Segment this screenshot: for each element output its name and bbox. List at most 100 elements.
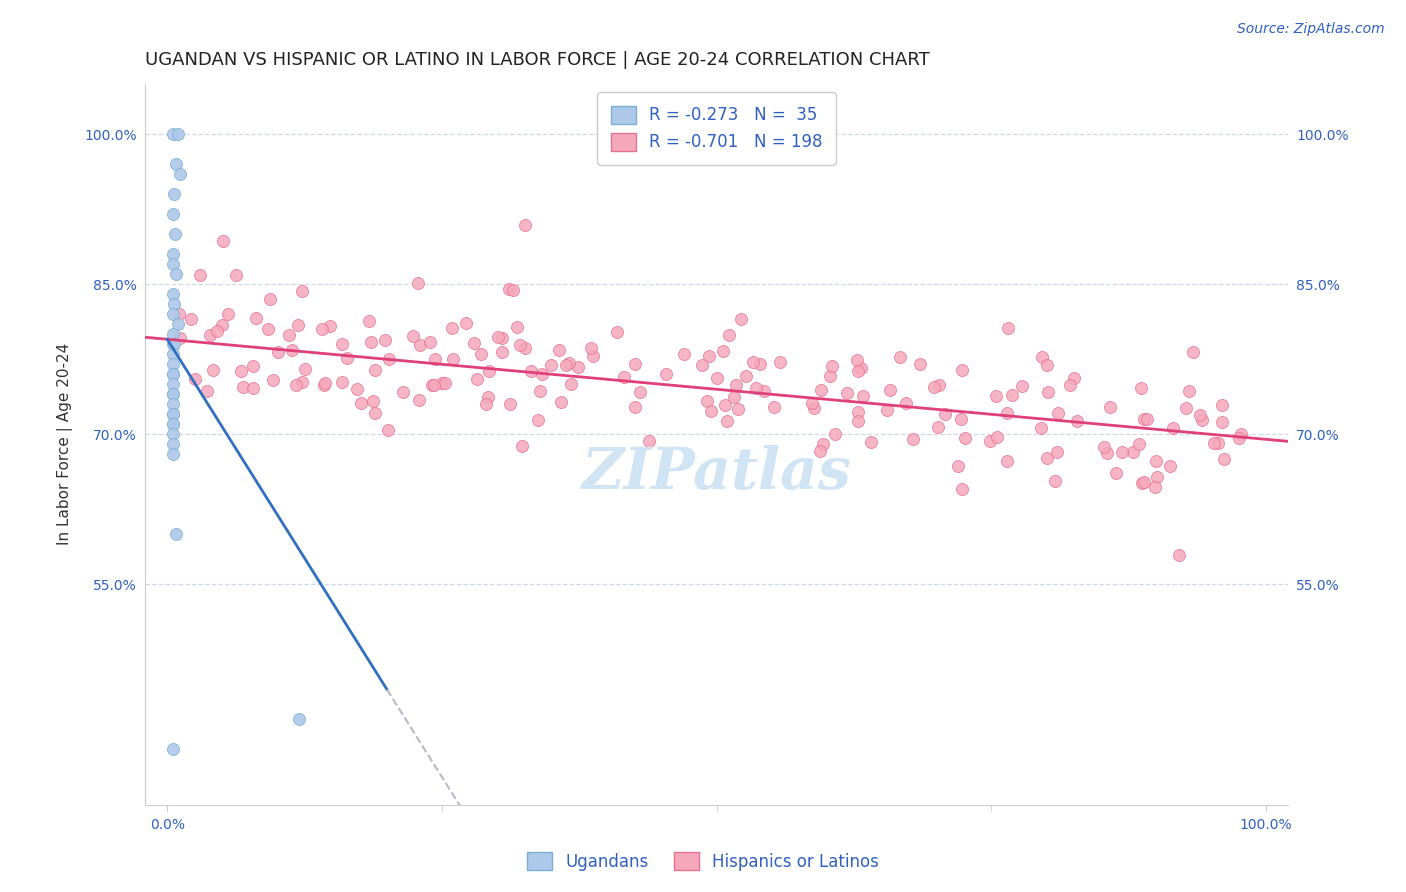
Point [502, 283, 524, 297]
Point [259, 292, 281, 306]
Point [1132, 412, 1154, 426]
Point [470, 347, 492, 361]
Point [995, 406, 1018, 420]
Point [162, 127, 184, 141]
Point [547, 343, 569, 358]
Point [162, 327, 184, 342]
Point [749, 358, 772, 372]
Point [512, 439, 534, 453]
Point [330, 337, 353, 351]
Point [188, 268, 211, 282]
Point [1175, 401, 1198, 416]
Point [1191, 413, 1213, 427]
Point [950, 363, 973, 377]
Point [1132, 475, 1154, 489]
Point [1188, 408, 1211, 422]
Point [851, 360, 873, 375]
Point [1031, 350, 1053, 364]
Point [475, 396, 498, 410]
Point [163, 187, 186, 202]
Point [420, 377, 443, 392]
Point [498, 282, 520, 296]
Point [1211, 415, 1233, 429]
Point [311, 322, 333, 336]
Point [225, 268, 247, 282]
Point [1092, 441, 1115, 455]
Point [330, 376, 353, 390]
Point [363, 363, 385, 377]
Point [359, 314, 381, 328]
Point [167, 318, 190, 332]
Point [217, 307, 239, 321]
Point [1143, 480, 1166, 494]
Point [423, 378, 446, 392]
Point [1066, 414, 1088, 428]
Point [163, 227, 186, 242]
Point [1111, 445, 1133, 459]
Point [1213, 452, 1236, 467]
Point [723, 390, 745, 404]
Point [162, 247, 184, 261]
Point [824, 426, 846, 441]
Point [810, 383, 832, 397]
Point [762, 400, 785, 414]
Point [560, 377, 582, 392]
Point [1036, 385, 1059, 400]
Point [165, 157, 187, 171]
Point [408, 392, 430, 407]
Point [232, 380, 254, 394]
Point [995, 454, 1018, 468]
Point [735, 369, 758, 384]
Point [162, 387, 184, 401]
Point [167, 307, 190, 321]
Point [314, 376, 336, 390]
Point [1159, 459, 1181, 474]
Point [180, 311, 202, 326]
Point [1122, 445, 1144, 459]
Point [163, 297, 186, 311]
Point [706, 370, 728, 384]
Point [846, 364, 869, 378]
Point [530, 367, 553, 381]
Point [1182, 344, 1205, 359]
Point [1095, 445, 1118, 459]
Point [997, 321, 1019, 335]
Point [432, 376, 454, 390]
Point [506, 319, 529, 334]
Point [1146, 469, 1168, 483]
Point [741, 354, 763, 368]
Point [697, 349, 720, 363]
Point [846, 405, 869, 419]
Point [1046, 444, 1069, 458]
Point [465, 372, 488, 386]
Point [953, 431, 976, 445]
Point [456, 316, 478, 330]
Legend: Ugandans, Hispanics or Latinos: Ugandans, Hispanics or Latinos [519, 844, 887, 880]
Point [910, 357, 932, 371]
Point [1136, 412, 1159, 426]
Point [212, 234, 235, 248]
Point [1132, 475, 1154, 490]
Point [1000, 388, 1022, 402]
Point [499, 397, 522, 411]
Point [555, 358, 578, 372]
Point [423, 352, 446, 367]
Point [378, 351, 401, 366]
Point [889, 351, 911, 365]
Point [813, 437, 835, 451]
Point [672, 347, 695, 361]
Text: Source: ZipAtlas.com: Source: ZipAtlas.com [1237, 22, 1385, 37]
Point [419, 335, 441, 350]
Point [558, 356, 581, 370]
Point [1130, 381, 1153, 395]
Point [291, 375, 314, 389]
Point [769, 355, 792, 369]
Point [1011, 378, 1033, 392]
Point [162, 368, 184, 382]
Point [894, 396, 917, 410]
Point [696, 394, 718, 409]
Point [1036, 451, 1059, 466]
Point [716, 414, 738, 428]
Point [312, 377, 335, 392]
Point [291, 285, 314, 299]
